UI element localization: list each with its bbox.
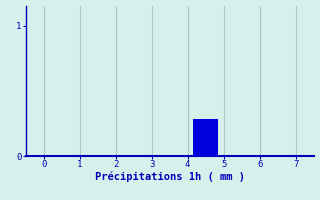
X-axis label: Précipitations 1h ( mm ): Précipitations 1h ( mm ) xyxy=(95,172,244,182)
Bar xyxy=(193,119,218,156)
